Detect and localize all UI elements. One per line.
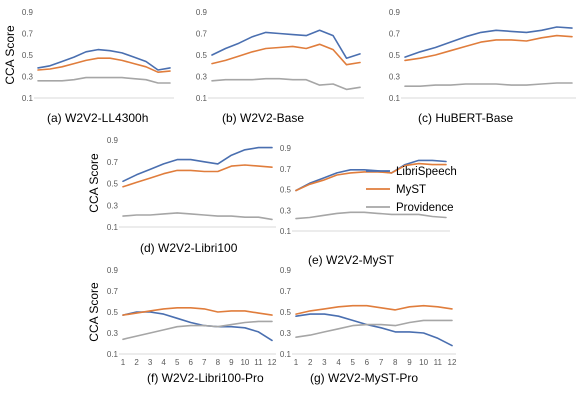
panel-caption: (e) W2V2-MyST bbox=[308, 253, 395, 267]
y-tick-label: 0.7 bbox=[107, 287, 119, 296]
legend-label-providence: Providence bbox=[396, 202, 454, 214]
x-tick-label: 6 bbox=[189, 358, 194, 367]
x-tick-label: 2 bbox=[308, 358, 313, 367]
y-tick-label: 0.1 bbox=[107, 223, 119, 232]
y-axis-label: CCA Score bbox=[87, 282, 101, 342]
series-line-myst bbox=[122, 164, 273, 188]
y-tick-label: 0.1 bbox=[196, 94, 208, 103]
y-tick-label: 0.5 bbox=[107, 180, 119, 189]
y-tick-label: 0.3 bbox=[107, 201, 119, 210]
series-line-providence bbox=[211, 77, 361, 91]
panel-caption: (b) W2V2-Base bbox=[222, 111, 304, 125]
series-line-myst bbox=[122, 306, 273, 316]
y-tick-label: 0.9 bbox=[280, 266, 292, 275]
y-tick-label: 0.3 bbox=[107, 329, 119, 338]
x-tick-label: 6 bbox=[365, 358, 370, 367]
series-line-myst bbox=[211, 43, 361, 66]
series-line-providence bbox=[37, 76, 171, 84]
panel-caption: (g) W2V2-MyST-Pro bbox=[310, 371, 418, 385]
panel-caption: (d) W2V2-Libri100 bbox=[140, 241, 238, 255]
y-tick-label: 0.7 bbox=[107, 158, 119, 167]
y-tick-label: 0.3 bbox=[280, 206, 292, 215]
y-tick-label: 0.3 bbox=[196, 73, 208, 82]
x-tick-label: 9 bbox=[407, 358, 412, 367]
panel-c: 0.1 0.3 0.5 0.7 0.9 (c) HuBERT-Base bbox=[389, 8, 576, 125]
x-tick-label: 5 bbox=[175, 358, 180, 367]
legend-label-myst: MyST bbox=[396, 184, 426, 196]
y-tick-label: 0.3 bbox=[389, 73, 401, 82]
x-tick-label: 4 bbox=[161, 358, 166, 367]
x-tick-label: 11 bbox=[434, 358, 443, 367]
y-tick-label: 0.7 bbox=[22, 30, 34, 39]
series-line-librispeech bbox=[37, 48, 171, 71]
y-tick-label: 0.9 bbox=[107, 266, 119, 275]
y-axis-label: CCA Score bbox=[3, 25, 17, 85]
legend-label-librispeech: LibriSpeech bbox=[396, 166, 457, 178]
series-line-myst bbox=[295, 304, 453, 315]
x-tick-label: 4 bbox=[336, 358, 341, 367]
x-tick-label: 12 bbox=[448, 358, 457, 367]
series-line-providence bbox=[122, 212, 273, 221]
x-tick-label: 10 bbox=[240, 358, 249, 367]
x-tick-label: 7 bbox=[379, 358, 384, 367]
y-tick-label: 0.9 bbox=[22, 8, 34, 17]
y-tick-label: 0.7 bbox=[280, 287, 292, 296]
panel-a: 0.1 0.3 0.5 0.7 0.9 CCA Score (a) W2V2-LL4300h bbox=[3, 8, 174, 125]
y-tick-label: 0.1 bbox=[280, 350, 292, 359]
series-line-librispeech bbox=[295, 313, 453, 347]
y-tick-label: 0.5 bbox=[280, 308, 292, 317]
x-tick-label: 9 bbox=[229, 358, 234, 367]
y-tick-label: 0.9 bbox=[280, 144, 292, 153]
series-line-myst bbox=[37, 57, 171, 73]
y-tick-label: 0.5 bbox=[107, 308, 119, 317]
y-tick-label: 0.7 bbox=[280, 165, 292, 174]
series-line-librispeech bbox=[211, 29, 361, 60]
panel-caption: (a) W2V2-LL4300h bbox=[47, 111, 148, 125]
x-tick-label: 2 bbox=[134, 358, 139, 367]
y-tick-label: 0.9 bbox=[196, 8, 208, 17]
series-line-providence bbox=[122, 320, 273, 341]
panel-caption: (c) HuBERT-Base bbox=[418, 111, 513, 125]
y-tick-label: 0.9 bbox=[389, 8, 401, 17]
y-tick-label: 0.3 bbox=[280, 329, 292, 338]
panel-d: 0.1 0.3 0.5 0.7 0.9 CCA Score (d) W2V2-Libri10… bbox=[87, 136, 276, 255]
series-line-providence bbox=[404, 82, 573, 87]
x-tick-label: 10 bbox=[419, 358, 428, 367]
x-tick-label: 11 bbox=[254, 358, 263, 367]
y-tick-label: 0.7 bbox=[196, 30, 208, 39]
panel-caption: (f) W2V2-Libri100-Pro bbox=[147, 371, 264, 385]
series-line-myst bbox=[404, 34, 573, 62]
x-tick-label: 8 bbox=[393, 358, 398, 367]
x-tick-label: 3 bbox=[148, 358, 153, 367]
x-tick-label: 1 bbox=[294, 358, 299, 367]
legend: LibriSpeech MyST Providence bbox=[366, 166, 457, 214]
y-tick-label: 0.1 bbox=[280, 227, 292, 236]
y-tick-label: 0.5 bbox=[389, 51, 401, 60]
y-tick-label: 0.5 bbox=[280, 186, 292, 195]
y-tick-label: 0.1 bbox=[389, 94, 401, 103]
y-tick-label: 0.1 bbox=[22, 94, 34, 103]
series-line-providence bbox=[295, 319, 453, 339]
y-tick-label: 0.5 bbox=[22, 51, 34, 60]
series-line-librispeech bbox=[122, 146, 273, 183]
y-tick-label: 0.7 bbox=[389, 30, 401, 39]
x-tick-label: 7 bbox=[202, 358, 207, 367]
series-line-librispeech bbox=[404, 26, 573, 58]
panel-g: 0.10.30.50.70.91 2 3 4 5 6 7 8 9 10 11 12(g) W2V2-M… bbox=[280, 266, 457, 385]
panel-b: 0.1 0.3 0.5 0.7 0.9 (b) W2V2-Base bbox=[196, 8, 364, 125]
y-axis-label: CCA Score bbox=[87, 153, 101, 213]
x-tick-label: 3 bbox=[322, 358, 327, 367]
x-tick-label: 5 bbox=[351, 358, 356, 367]
x-tick-label: 12 bbox=[268, 358, 277, 367]
y-tick-label: 0.9 bbox=[107, 136, 119, 145]
series-line-providence bbox=[295, 211, 447, 220]
y-tick-label: 0.3 bbox=[22, 73, 34, 82]
x-tick-label: 8 bbox=[216, 358, 221, 367]
x-tick-label: 1 bbox=[121, 358, 126, 367]
y-tick-label: 0.5 bbox=[196, 51, 208, 60]
y-tick-label: 0.1 bbox=[107, 350, 119, 359]
